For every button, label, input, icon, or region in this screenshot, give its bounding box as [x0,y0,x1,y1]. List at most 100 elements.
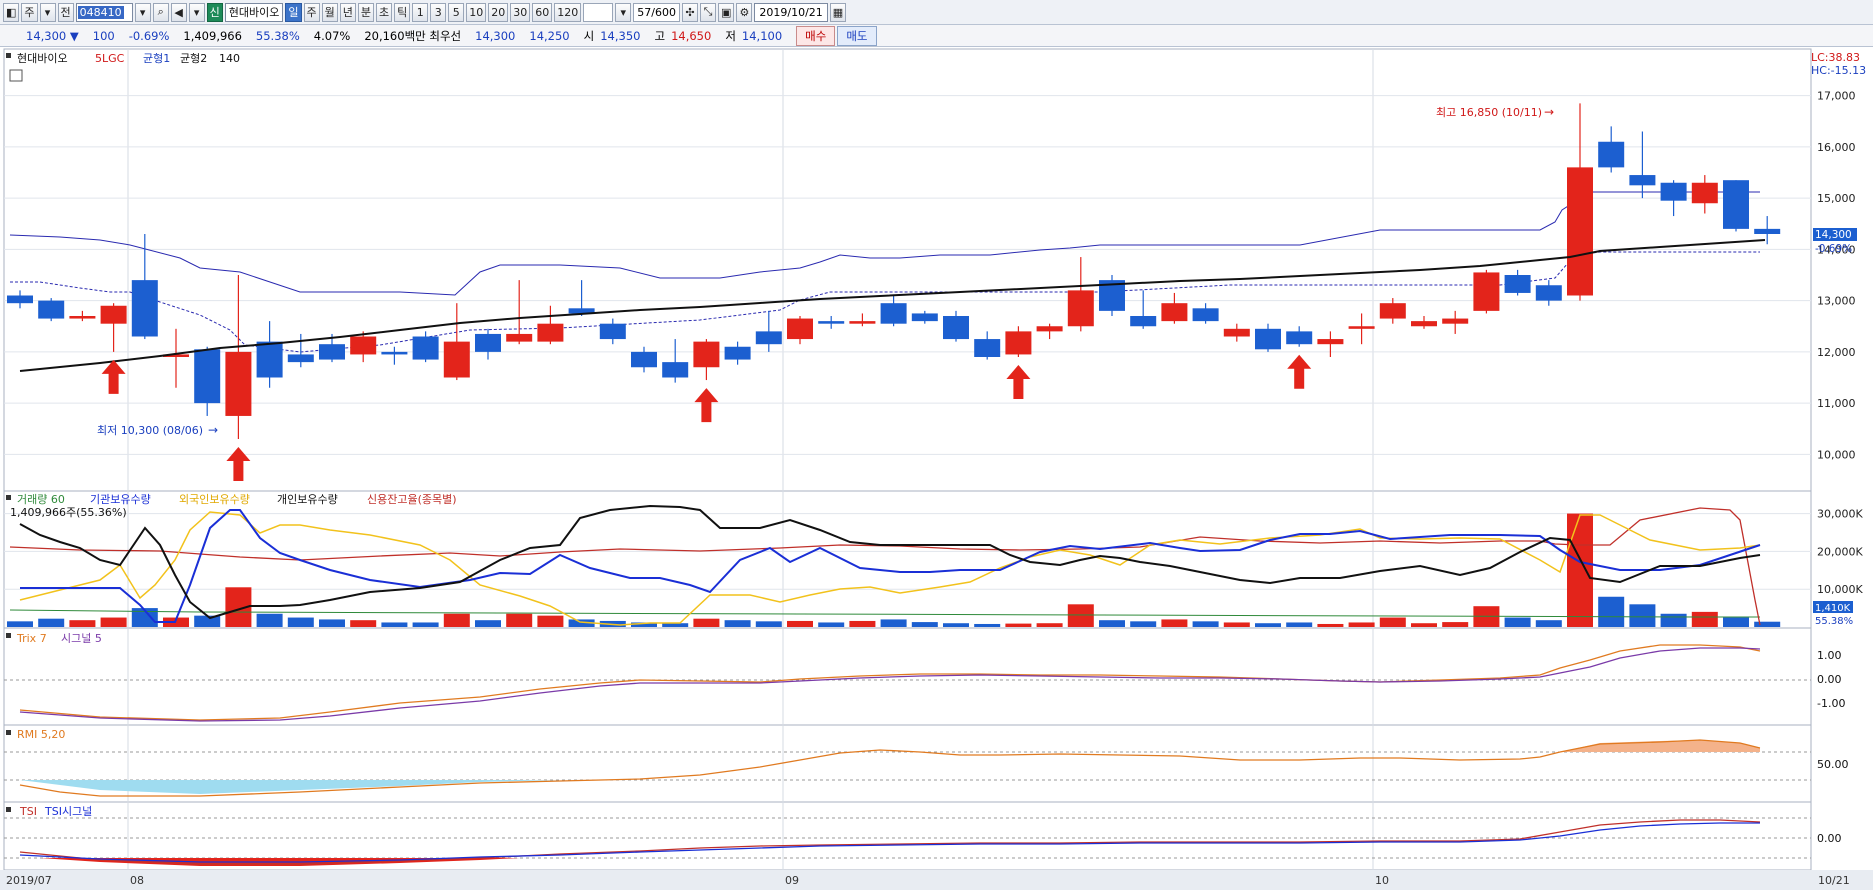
price-panel [3,48,1812,492]
candle-body [506,333,533,342]
period-minute-button[interactable]: 분 [357,2,375,22]
candle-body [412,336,439,360]
x-axis-label: 09 [785,874,799,887]
interval-120-button[interactable]: 120 [554,2,582,22]
chart-area[interactable]: 17,000 16,000 15,000 14,000 13,000 12,000 11,0… [0,47,1873,890]
legend-balance2[interactable]: 균형2 [180,52,207,65]
volume-bar [1598,596,1625,627]
period-day-button[interactable]: 일 [285,2,302,22]
volume-bar [1411,623,1437,627]
calendar-icon[interactable]: ▦ [829,2,847,22]
bar-count[interactable]: 57/600 [633,2,680,22]
volume-bar [1255,623,1281,627]
individual-holdings-line [19,504,1761,620]
candle-body [1005,331,1032,355]
volume-bar [1005,623,1032,627]
stock-code-input[interactable]: 048410 [75,2,133,22]
period-second-button[interactable]: 초 [376,2,393,22]
open-price: 14,350 [600,28,641,43]
zoom-icon[interactable]: ✣ [681,2,698,22]
period-week-button[interactable]: 주 [303,2,320,22]
buy-button[interactable]: 매수 [796,25,836,46]
rmi-oversold-area [20,780,600,794]
trade-amount: 20,160백만 최우선 [364,28,462,43]
speaker-icon[interactable]: ◀ [170,2,187,22]
interval-20-button[interactable]: 20 [488,2,509,22]
legend-institution[interactable]: 기관보유수량 [90,493,151,506]
legend-trix-signal[interactable]: 시그널 5 [61,632,102,645]
legend-volume[interactable]: 거래량 60 [17,493,65,506]
legend-rmi[interactable]: RMI 5,20 [17,728,65,741]
volume-bar [38,618,65,627]
code-dropdown-icon[interactable]: ▾ [134,2,151,22]
volume-tag-value: 1,410K [1815,603,1851,614]
calculator-icon[interactable] [9,69,23,82]
interval-30-button[interactable]: 30 [510,2,531,22]
candle-body [1411,321,1437,327]
volume-axis-label: 10,000K [1817,583,1863,596]
volume-bar [1567,513,1593,627]
trix-signal-line [19,647,1761,722]
period-tick-button[interactable]: 틱 [394,2,411,22]
mode-all-button[interactable]: 전 [57,2,74,22]
volume-bar [69,620,96,627]
legend-balance1[interactable]: 균형1 [143,52,170,65]
interval-60-button[interactable]: 60 [532,2,553,22]
institution-holdings-line [20,509,1761,623]
legend-stock-name[interactable]: 현대바이오 [17,52,68,65]
chevron-down-icon[interactable]: ▾ [39,2,56,22]
layout-icon[interactable]: ◧ [3,2,20,22]
price-tag-pct: -0.69% [1815,243,1852,255]
legend-marker-icon [6,633,11,638]
price-axis-label: 11,000 [1817,397,1856,410]
candle-body [287,354,314,363]
candle-body [319,344,345,360]
legend-trix[interactable]: Trix 7 [16,632,47,645]
tools-icon[interactable]: ⤡ [699,2,716,22]
legend-individual[interactable]: 개인보유수량 [277,493,338,506]
gear-icon[interactable]: ⚙ [736,2,753,22]
legend-tsi[interactable]: TSI [19,805,37,818]
price-gridlines [4,95,1811,455]
legend-5lgc[interactable]: 5LGC [95,52,125,65]
interval-10-button[interactable]: 10 [466,2,487,22]
high-price: 14,650 [671,28,712,43]
candle-body [1442,318,1469,324]
candle-body [1161,303,1188,322]
interval-5-button[interactable]: 5 [448,2,465,22]
legend-tsi-signal[interactable]: TSI시그널 [44,805,92,818]
volume-bar [662,623,689,627]
trix-axis-neg1: -1.00 [1817,697,1845,710]
volume-bar [1223,622,1250,627]
save-icon[interactable]: ▣ [717,2,735,22]
date-input[interactable]: 2019/10/21 [754,2,828,22]
mode-week-button[interactable]: 주 [21,2,38,22]
credit-badge[interactable]: 신 [206,2,223,22]
price-change-pct: -0.69% [128,28,170,43]
sell-button[interactable]: 매도 [837,25,877,46]
candle-body [225,351,252,416]
volume-bar [350,620,377,627]
legend-140[interactable]: 140 [219,52,240,65]
period-year-button[interactable]: 년 [339,2,356,22]
trix-line [19,644,1761,721]
volume-bar [1348,622,1375,627]
interval-1-button[interactable]: 1 [412,2,429,22]
low-price: 14,100 [741,28,783,43]
interval-dropdown-icon[interactable]: ▾ [615,2,632,22]
period-month-button[interactable]: 월 [321,2,338,22]
volume-bar [1691,611,1718,627]
volume-bar [506,613,533,627]
volume-gridlines [4,513,1811,590]
x-axis-label: 08 [130,874,144,887]
volume-bar [818,622,845,627]
up-arrow-icon [226,447,251,481]
speaker-dropdown-icon[interactable]: ▾ [188,2,205,22]
interval-custom-input[interactable] [583,2,614,22]
volume-bar [1723,617,1749,627]
legend-foreign[interactable]: 외국인보유수량 [179,493,250,506]
interval-3-button[interactable]: 3 [430,2,447,22]
legend-credit[interactable]: 신용잔고율(종목별) [367,493,457,506]
volume-bar [568,619,595,627]
search-icon[interactable]: ⌕ [152,2,169,22]
